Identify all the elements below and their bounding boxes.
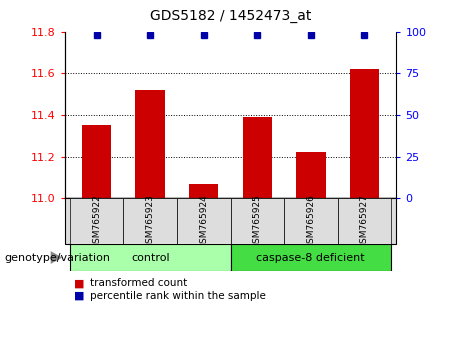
FancyBboxPatch shape xyxy=(70,244,230,271)
Text: GSM765923: GSM765923 xyxy=(146,194,155,249)
Bar xyxy=(296,153,325,198)
Text: caspase-8 deficient: caspase-8 deficient xyxy=(256,252,365,263)
Text: ■: ■ xyxy=(74,278,88,288)
Text: control: control xyxy=(131,252,170,263)
Text: GSM765922: GSM765922 xyxy=(92,194,101,249)
FancyBboxPatch shape xyxy=(230,244,391,271)
FancyBboxPatch shape xyxy=(177,198,230,244)
Bar xyxy=(82,125,112,198)
Text: GSM765926: GSM765926 xyxy=(306,194,315,249)
Polygon shape xyxy=(51,251,62,264)
Text: transformed count: transformed count xyxy=(90,278,187,288)
FancyBboxPatch shape xyxy=(65,198,396,244)
Bar xyxy=(136,90,165,198)
Bar xyxy=(349,69,379,198)
FancyBboxPatch shape xyxy=(230,198,284,244)
FancyBboxPatch shape xyxy=(337,198,391,244)
Text: ■: ■ xyxy=(74,291,88,301)
FancyBboxPatch shape xyxy=(284,198,337,244)
Bar xyxy=(242,117,272,198)
Text: GSM765927: GSM765927 xyxy=(360,194,369,249)
Text: genotype/variation: genotype/variation xyxy=(5,252,111,263)
Text: GSM765925: GSM765925 xyxy=(253,194,262,249)
Text: GSM765924: GSM765924 xyxy=(199,194,208,249)
Text: percentile rank within the sample: percentile rank within the sample xyxy=(90,291,266,301)
Bar xyxy=(189,184,219,198)
FancyBboxPatch shape xyxy=(70,198,124,244)
FancyBboxPatch shape xyxy=(124,198,177,244)
Text: GDS5182 / 1452473_at: GDS5182 / 1452473_at xyxy=(150,9,311,23)
